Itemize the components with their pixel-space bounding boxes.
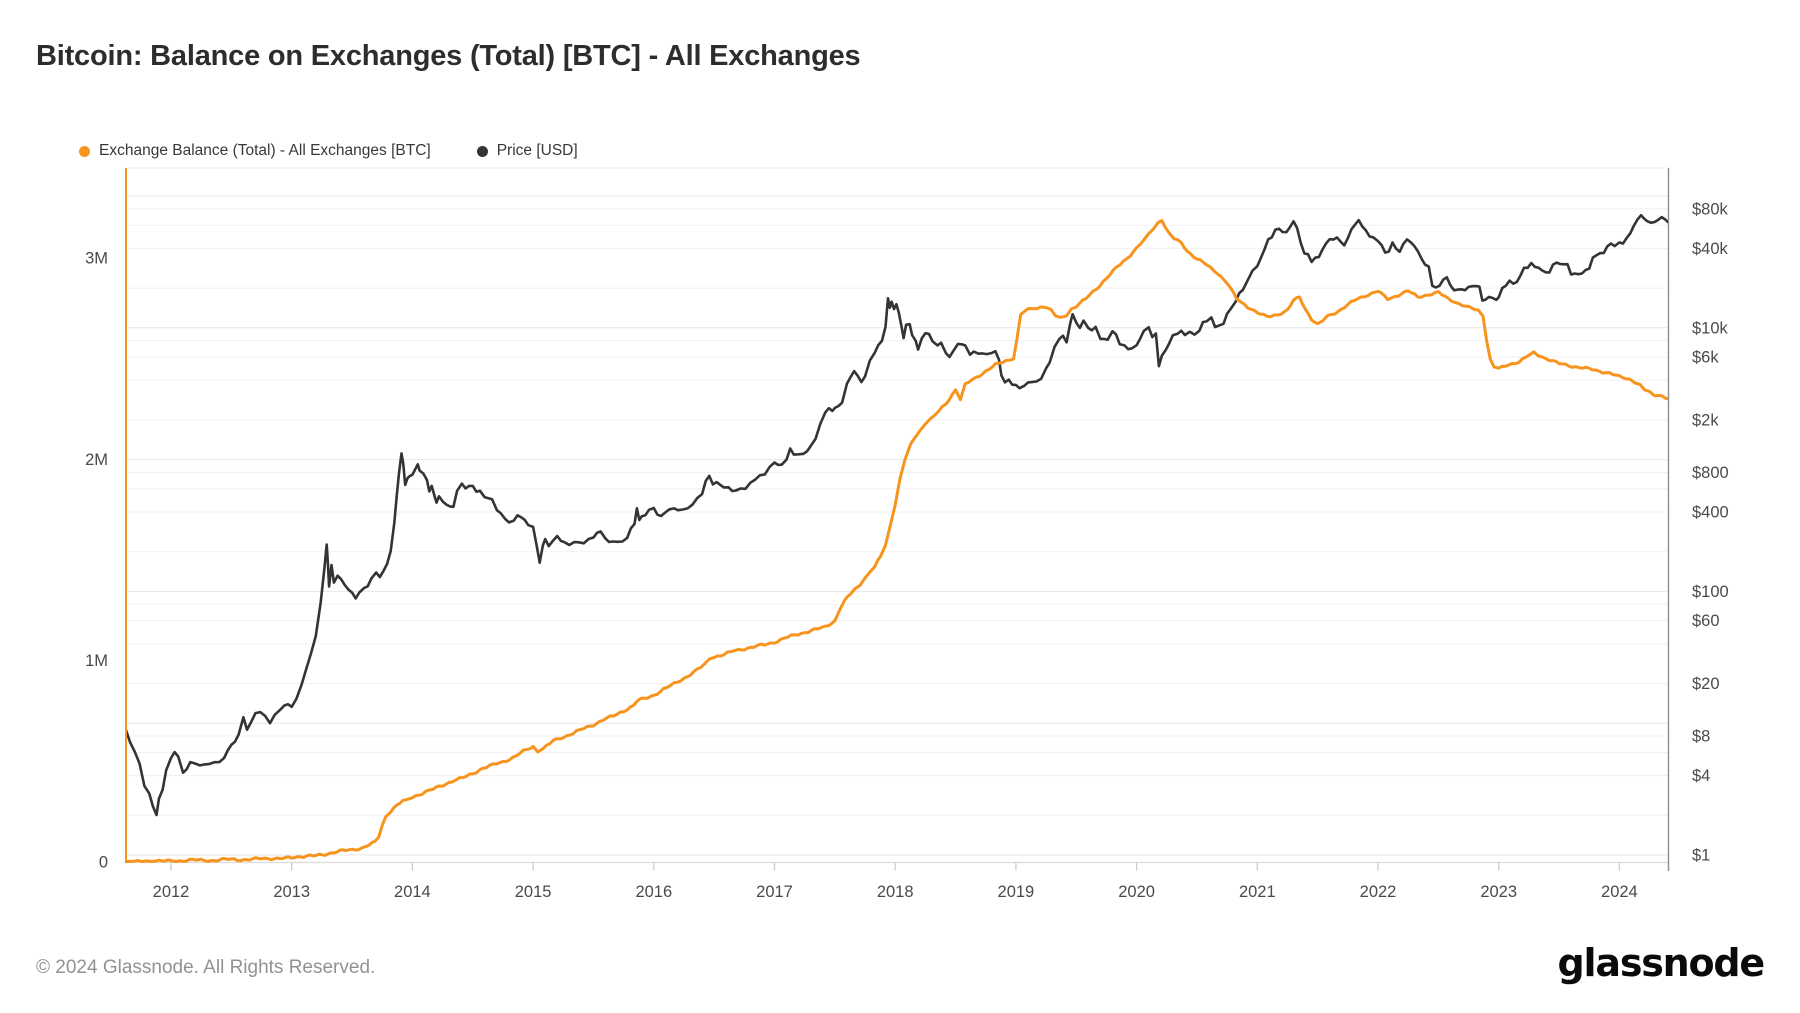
x-axis-label: 2021 [1239,883,1276,901]
page-title: Bitcoin: Balance on Exchanges (Total) [B… [36,40,861,72]
right-axis-label: $100 [1692,583,1729,601]
x-axis-label: 2024 [1601,883,1638,901]
x-axis-label: 2020 [1118,883,1155,901]
x-axis-label: 2019 [998,883,1035,901]
left-axis-label: 0 [99,854,108,872]
right-axis-label: $2k [1692,411,1719,429]
right-axis-label: $6k [1692,349,1719,367]
x-axis-label: 2014 [394,883,431,901]
right-axis-label: $60 [1692,612,1720,630]
x-axis-label: 2013 [273,883,310,901]
price-line [125,213,1668,817]
legend: Exchange Balance (Total) - All Exchanges… [79,142,578,160]
exchange-balance-line [125,219,1668,864]
right-axis-label: $800 [1692,464,1729,482]
right-axis-label: $8 [1692,727,1710,745]
x-axis-label: 2016 [635,883,672,901]
legend-label-price: Price [USD] [496,142,578,159]
right-axis-label: $80k [1692,200,1729,218]
x-axis-label: 2017 [756,883,793,901]
legend-swatch-black-icon [476,145,488,157]
right-axis-label: $20 [1692,675,1720,693]
right-axis-label: $40k [1692,240,1729,258]
legend-item-exchange-balance[interactable]: Exchange Balance (Total) - All Exchanges… [79,142,431,160]
left-axis-label: 1M [85,652,108,670]
left-axis-label: 2M [85,451,108,469]
right-axis-label: $10k [1692,319,1729,337]
copyright-text: © 2024 Glassnode. All Rights Reserved. [36,957,376,978]
glassnode-logo: glassnode [1557,941,1766,985]
x-axis-label: 2023 [1480,883,1517,901]
right-axis-label: $400 [1692,504,1729,522]
x-axis-label: 2018 [877,883,914,901]
right-axis-label: $4 [1692,767,1710,785]
legend-label-exchange-balance: Exchange Balance (Total) - All Exchanges… [99,142,431,159]
legend-swatch-orange-icon [79,145,90,157]
x-axis-label: 2012 [153,883,190,901]
right-axis-label: $1 [1692,847,1710,865]
legend-item-price[interactable]: Price [USD] [476,142,578,160]
left-axis-label: 3M [85,250,108,268]
x-axis-label: 2022 [1360,883,1397,901]
x-axis-label: 2015 [515,883,552,901]
